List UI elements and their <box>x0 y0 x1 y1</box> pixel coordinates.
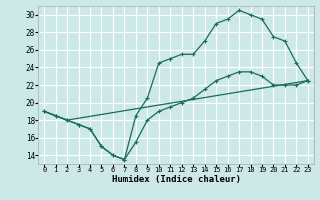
X-axis label: Humidex (Indice chaleur): Humidex (Indice chaleur) <box>111 175 241 184</box>
